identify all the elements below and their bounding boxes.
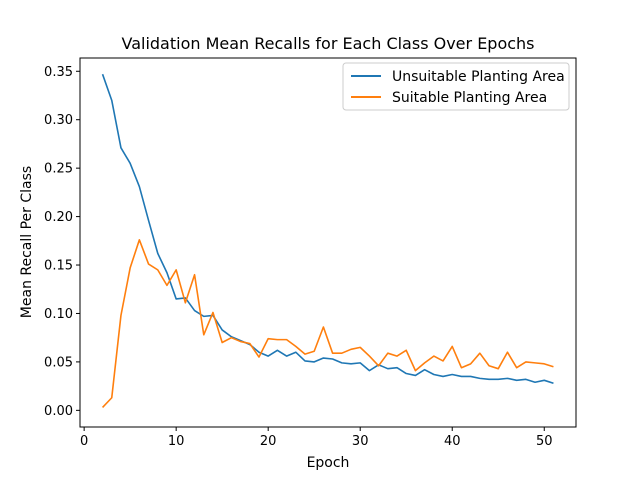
y-tick-label: 0.00 (44, 404, 73, 419)
y-tick-label: 0.30 (44, 113, 73, 128)
legend: Unsuitable Planting Area Suitable Planti… (342, 62, 570, 111)
x-tick-label: 0 (80, 434, 88, 449)
legend-label-unsuitable: Unsuitable Planting Area (392, 69, 565, 85)
legend-label-suitable: Suitable Planting Area (392, 90, 547, 106)
y-tick-label: 0.25 (44, 162, 73, 177)
x-tick-label: 20 (260, 434, 277, 449)
plot-area: 0 10 20 30 40 50 0.00 0.05 0.10 0.15 0.20 0.25 0.30 0… (44, 57, 577, 449)
series-line-suitable (101, 239, 554, 408)
y-tick-label: 0.05 (44, 355, 73, 370)
y-tick-label: 0.20 (44, 210, 73, 225)
series-line-unsuitable (101, 73, 554, 384)
y-tick-label: 0.10 (44, 307, 73, 322)
y-tick-label: 0.15 (44, 259, 73, 274)
legend-box (342, 62, 570, 111)
x-tick-label: 40 (444, 434, 461, 449)
y-tick-label: 0.35 (44, 65, 73, 80)
chart-title: Validation Mean Recalls for Each Class O… (121, 34, 534, 53)
x-axis-label: Epoch (307, 455, 350, 471)
x-tick-label: 50 (536, 434, 553, 449)
x-tick-label: 30 (352, 434, 369, 449)
axes-frame (79, 57, 577, 428)
x-tick-label: 10 (168, 434, 185, 449)
y-axis-label: Mean Recall Per Class (19, 166, 35, 318)
